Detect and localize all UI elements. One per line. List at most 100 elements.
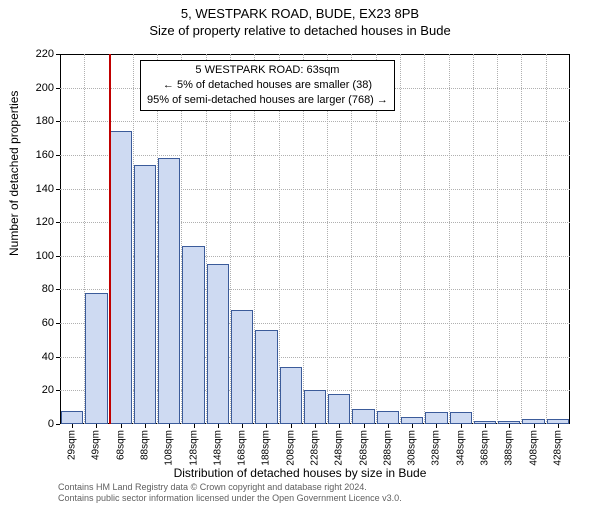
ytick-label: 100: [36, 250, 54, 262]
footer-attribution: Contains HM Land Registry data © Crown c…: [58, 482, 402, 504]
xtick-mark: [534, 424, 535, 428]
histogram-bar: [328, 394, 350, 424]
ytick-label: 140: [36, 183, 54, 195]
ytick-label: 200: [36, 82, 54, 94]
xtick-mark: [169, 424, 170, 428]
histogram-bar: [158, 158, 180, 424]
xtick-label: 268sqm: [358, 430, 369, 466]
histogram-bar: [61, 411, 83, 424]
chart-area: 02040608010012014016018020022029sqm49sqm…: [60, 54, 570, 424]
x-axis-label: Distribution of detached houses by size …: [0, 466, 600, 480]
xtick-mark: [266, 424, 267, 428]
histogram-bar: [231, 310, 253, 424]
xtick-mark: [242, 424, 243, 428]
gridline-v: [473, 54, 474, 424]
histogram-bar: [134, 165, 156, 424]
ytick-label: 20: [42, 384, 54, 396]
histogram-bar: [425, 412, 447, 424]
xtick-label: 188sqm: [261, 430, 272, 466]
xtick-label: 348sqm: [455, 430, 466, 466]
ytick-mark: [56, 121, 60, 122]
ytick-label: 40: [42, 351, 54, 363]
histogram-bar: [255, 330, 277, 424]
histogram-bar: [110, 131, 132, 424]
xtick-label: 88sqm: [140, 430, 151, 460]
xtick-label: 408sqm: [528, 430, 539, 466]
xtick-label: 168sqm: [237, 430, 248, 466]
ytick-mark: [56, 54, 60, 55]
xtick-mark: [388, 424, 389, 428]
info-line-1: 5 WESTPARK ROAD: 63sqm: [147, 63, 388, 78]
xtick-label: 228sqm: [310, 430, 321, 466]
xtick-label: 29sqm: [67, 430, 78, 460]
ytick-label: 180: [36, 115, 54, 127]
ytick-label: 60: [42, 317, 54, 329]
ytick-mark: [56, 424, 60, 425]
info-box: 5 WESTPARK ROAD: 63sqm← 5% of detached h…: [140, 60, 395, 111]
property-marker-line: [109, 54, 111, 424]
ytick-label: 160: [36, 149, 54, 161]
xtick-label: 49sqm: [91, 430, 102, 460]
gridline-v: [400, 54, 401, 424]
xtick-mark: [194, 424, 195, 428]
gridline-h: [60, 155, 570, 156]
xtick-label: 368sqm: [480, 430, 491, 466]
xtick-label: 128sqm: [188, 430, 199, 466]
histogram-bar: [401, 417, 423, 424]
gridline-v: [449, 54, 450, 424]
histogram-bar: [280, 367, 302, 424]
xtick-label: 68sqm: [115, 430, 126, 460]
xtick-mark: [461, 424, 462, 428]
xtick-label: 388sqm: [504, 430, 515, 466]
ytick-label: 220: [36, 48, 54, 60]
histogram-bar: [304, 390, 326, 424]
ytick-mark: [56, 256, 60, 257]
xtick-mark: [436, 424, 437, 428]
y-axis-label: Number of detached properties: [7, 91, 21, 256]
xtick-mark: [485, 424, 486, 428]
info-line-3: 95% of semi-detached houses are larger (…: [147, 93, 388, 108]
xtick-label: 108sqm: [164, 430, 175, 466]
histogram-bar: [377, 411, 399, 424]
gridline-h: [60, 121, 570, 122]
ytick-mark: [56, 189, 60, 190]
histogram-bar: [450, 412, 472, 424]
gridline-v: [546, 54, 547, 424]
gridline-v: [424, 54, 425, 424]
histogram-bar: [85, 293, 107, 424]
xtick-label: 248sqm: [334, 430, 345, 466]
xtick-label: 288sqm: [382, 430, 393, 466]
xtick-label: 308sqm: [407, 430, 418, 466]
footer-line-1: Contains HM Land Registry data © Crown c…: [58, 482, 402, 493]
histogram-bar: [352, 409, 374, 424]
xtick-mark: [364, 424, 365, 428]
ytick-mark: [56, 155, 60, 156]
ytick-mark: [56, 390, 60, 391]
xtick-mark: [72, 424, 73, 428]
ytick-label: 0: [48, 418, 54, 430]
ytick-mark: [56, 88, 60, 89]
xtick-mark: [291, 424, 292, 428]
title-main: 5, WESTPARK ROAD, BUDE, EX23 8PB: [0, 6, 600, 21]
ytick-mark: [56, 323, 60, 324]
xtick-mark: [121, 424, 122, 428]
ytick-label: 120: [36, 216, 54, 228]
ytick-label: 80: [42, 283, 54, 295]
title-sub: Size of property relative to detached ho…: [0, 23, 600, 38]
xtick-label: 208sqm: [285, 430, 296, 466]
xtick-label: 148sqm: [212, 430, 223, 466]
xtick-mark: [509, 424, 510, 428]
xtick-mark: [412, 424, 413, 428]
xtick-label: 328sqm: [431, 430, 442, 466]
xtick-mark: [315, 424, 316, 428]
xtick-mark: [145, 424, 146, 428]
xtick-mark: [96, 424, 97, 428]
gridline-v: [521, 54, 522, 424]
ytick-mark: [56, 289, 60, 290]
xtick-mark: [339, 424, 340, 428]
info-line-2: ← 5% of detached houses are smaller (38): [147, 78, 388, 93]
xtick-label: 428sqm: [552, 430, 563, 466]
histogram-bar: [182, 246, 204, 424]
xtick-mark: [558, 424, 559, 428]
footer-line-2: Contains public sector information licen…: [58, 493, 402, 504]
